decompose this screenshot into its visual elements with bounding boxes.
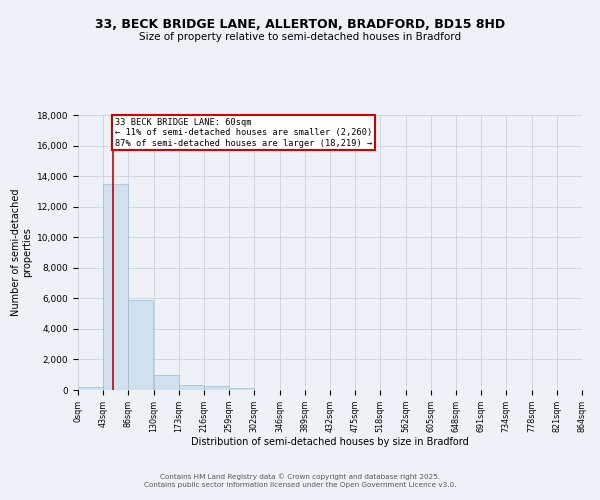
Bar [103,184,128,390]
Y-axis label: Number of semi-detached
properties: Number of semi-detached properties [11,188,32,316]
Bar [154,376,179,390]
X-axis label: Distribution of semi-detached houses by size in Bradford: Distribution of semi-detached houses by … [191,436,469,446]
Bar [179,386,204,390]
Text: Size of property relative to semi-detached houses in Bradford: Size of property relative to semi-detach… [139,32,461,42]
Text: Contains HM Land Registry data © Crown copyright and database right 2025.
Contai: Contains HM Land Registry data © Crown c… [144,474,456,488]
Bar [78,387,103,390]
Bar [128,300,153,390]
Bar [229,388,254,390]
Text: 33, BECK BRIDGE LANE, ALLERTON, BRADFORD, BD15 8HD: 33, BECK BRIDGE LANE, ALLERTON, BRADFORD… [95,18,505,30]
Bar [204,386,229,390]
Text: 33 BECK BRIDGE LANE: 60sqm
← 11% of semi-detached houses are smaller (2,260)
87%: 33 BECK BRIDGE LANE: 60sqm ← 11% of semi… [115,118,372,148]
